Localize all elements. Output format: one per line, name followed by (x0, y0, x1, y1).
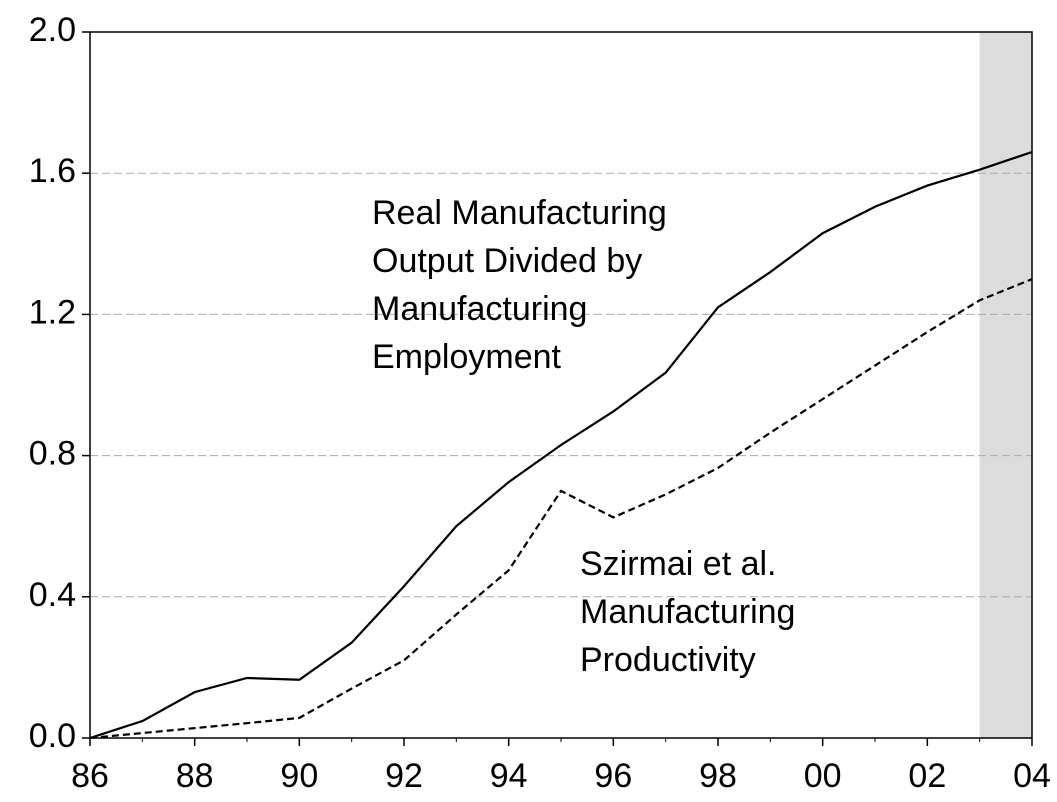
x-tick-label: 90 (280, 757, 318, 795)
plot-frame (89, 31, 1033, 739)
annotation: Output Divided by (372, 242, 642, 280)
annotation: Productivity (580, 641, 756, 679)
shaded-region (979, 32, 1032, 738)
annotation: Employment (372, 338, 562, 376)
y-tick-label: 2.0 (29, 11, 76, 49)
y-tick-label: 1.6 (29, 152, 76, 190)
y-tick-label: 0.4 (29, 576, 76, 614)
y-tick-label: 1.2 (29, 293, 76, 331)
series-line (89, 278, 1033, 740)
x-tick-label: 96 (594, 757, 632, 795)
x-tick-label: 98 (699, 757, 737, 795)
y-tick-label: 0.0 (29, 717, 76, 755)
x-tick-label: 94 (490, 757, 528, 795)
annotation: Manufacturing (580, 593, 795, 631)
x-tick-label: 00 (804, 757, 842, 795)
x-tick-label: 02 (908, 757, 946, 795)
series-line (89, 150, 1033, 740)
annotation: Manufacturing (372, 290, 587, 328)
x-tick-label: 92 (385, 757, 423, 795)
y-tick-label: 0.8 (29, 435, 76, 473)
x-tick-label: 04 (1013, 757, 1051, 795)
annotation: Szirmai et al. (580, 545, 777, 583)
annotation: Real Manufacturing (372, 194, 667, 232)
x-tick-label: 86 (71, 757, 109, 795)
x-tick-label: 88 (176, 757, 214, 795)
